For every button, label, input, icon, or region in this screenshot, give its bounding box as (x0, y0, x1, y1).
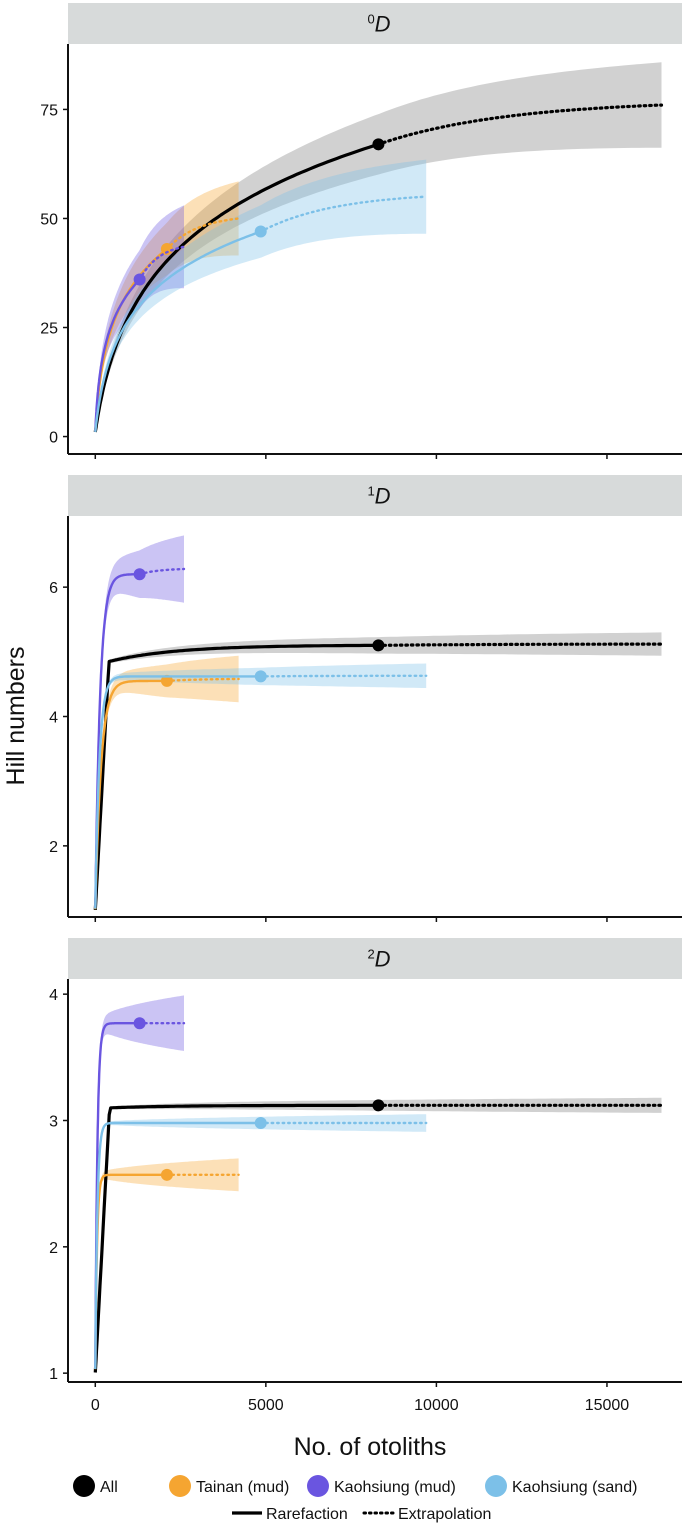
legend-label-rarefaction: Rarefaction (266, 1506, 348, 1523)
extrapolation-line-tainan (165, 677, 240, 683)
x-tick-label: 0 (91, 1397, 100, 1414)
legend-swatch-ksand (485, 1475, 507, 1497)
legend-label-tainan: Tainan (mud) (196, 1479, 289, 1496)
y-tick-label: 2 (49, 1240, 58, 1257)
observed-point-all (372, 1099, 385, 1112)
ci-band-kmud (95, 205, 184, 433)
ci-band-ksand (95, 159, 427, 433)
y-tick-label: 50 (40, 211, 58, 228)
y-tick-label: 25 (40, 321, 58, 338)
ci-band-kmud (95, 535, 184, 909)
y-tick-label: 75 (40, 102, 58, 119)
observed-point-ksand (254, 225, 267, 238)
ci-band-all (95, 1097, 662, 1373)
observed-point-all (372, 138, 385, 151)
rarefaction-line-tainan (94, 1173, 167, 1370)
legend-item-tainan: Tainan (mud) (169, 1475, 289, 1497)
rarefaction-line-ksand (94, 1121, 261, 1370)
ci-band-tainan (95, 181, 239, 433)
plot-area (93, 535, 664, 910)
x-tick-label: 5000 (248, 1397, 284, 1414)
extrapolation-line-kmud (138, 245, 186, 281)
observed-point-tainan (160, 1168, 173, 1181)
ci-band-kmud (95, 995, 184, 1368)
legend-swatch-kmud (307, 1475, 329, 1497)
extrapolation-line-ksand (259, 195, 428, 233)
ci-band-tainan (95, 655, 239, 910)
rarefaction-line-kmud (94, 278, 141, 433)
rarefaction-line-all (93, 643, 379, 910)
legend-swatch-all (73, 1475, 95, 1497)
y-tick-label: 2 (49, 839, 58, 856)
y-tick-label: 6 (49, 580, 58, 597)
ci-band-ksand (95, 1114, 427, 1370)
ci-band-tainan (95, 1158, 239, 1370)
legend: All Tainan (mud) Kaohsiung (mud) Kaohsiung … (73, 1475, 637, 1523)
panel-strip (68, 475, 682, 516)
legend-label-ksand: Kaohsiung (sand) (512, 1479, 637, 1496)
observed-point-all (372, 639, 385, 652)
strip-main: D (375, 484, 391, 509)
legend-item-ksand: Kaohsiung (sand) (485, 1475, 637, 1497)
extrapolation-line-kmud (138, 567, 186, 576)
y-tick-label: 3 (49, 1113, 58, 1130)
observed-point-tainan (160, 243, 173, 255)
observed-point-ksand (254, 670, 267, 683)
rarefaction-line-ksand (94, 675, 261, 909)
rarefaction-line-ksand (94, 230, 262, 433)
extrapolation-line-all (376, 103, 664, 146)
plot-area (93, 62, 664, 433)
legend-swatch-tainan (169, 1475, 191, 1497)
legend-label-all: All (100, 1479, 118, 1496)
legend-item-all: All (73, 1475, 118, 1497)
rarefaction-line-tainan (94, 679, 167, 910)
plot-area (93, 995, 664, 1373)
panel-1D: 1D 2 4 6 (49, 475, 682, 922)
legend-label-extrapolation: Extrapolation (398, 1506, 491, 1523)
strip-superscript: 2 (367, 947, 374, 962)
observed-point-kmud (133, 568, 146, 581)
extrapolation-line-ksand (259, 674, 428, 678)
panel-strip-label: 0D (367, 12, 390, 37)
y-tick-label: 1 (49, 1366, 58, 1383)
legend-item-rarefaction: Rarefaction (232, 1506, 348, 1523)
strip-main: D (375, 12, 391, 37)
legend-label-kmud: Kaohsiung (mud) (334, 1479, 456, 1496)
y-tick-label: 4 (49, 710, 58, 727)
rarefaction-line-all (93, 142, 379, 433)
panel-strip (68, 3, 682, 44)
observed-point-tainan (160, 674, 173, 687)
observed-point-kmud (133, 1017, 146, 1030)
panel-strip (68, 938, 682, 979)
panel-strip-label: 1D (367, 484, 390, 509)
y-axis-title: Hill numbers (2, 647, 30, 786)
strip-superscript: 1 (367, 484, 374, 499)
strip-superscript: 0 (367, 12, 374, 27)
x-tick-label: 10000 (414, 1397, 459, 1414)
legend-item-extrapolation: Extrapolation (362, 1506, 491, 1523)
ci-band-ksand (95, 663, 427, 909)
panel-strip-label: 2D (367, 947, 390, 972)
observed-point-kmud (133, 273, 146, 286)
legend-item-kmud: Kaohsiung (mud) (307, 1475, 456, 1497)
extrapolation-line-tainan (165, 217, 240, 251)
x-tick-label: 15000 (585, 1397, 630, 1414)
strip-main: D (375, 947, 391, 972)
y-tick-label: 4 (49, 987, 58, 1004)
extrapolation-line-all (376, 642, 664, 648)
ci-band-all (95, 62, 662, 433)
rarefaction-line-kmud (94, 1022, 141, 1368)
observed-point-ksand (254, 1117, 267, 1130)
y-tick-label: 0 (49, 430, 58, 447)
rarefaction-line-all (93, 1103, 379, 1373)
x-axis-title: No. of otoliths (294, 1433, 447, 1461)
